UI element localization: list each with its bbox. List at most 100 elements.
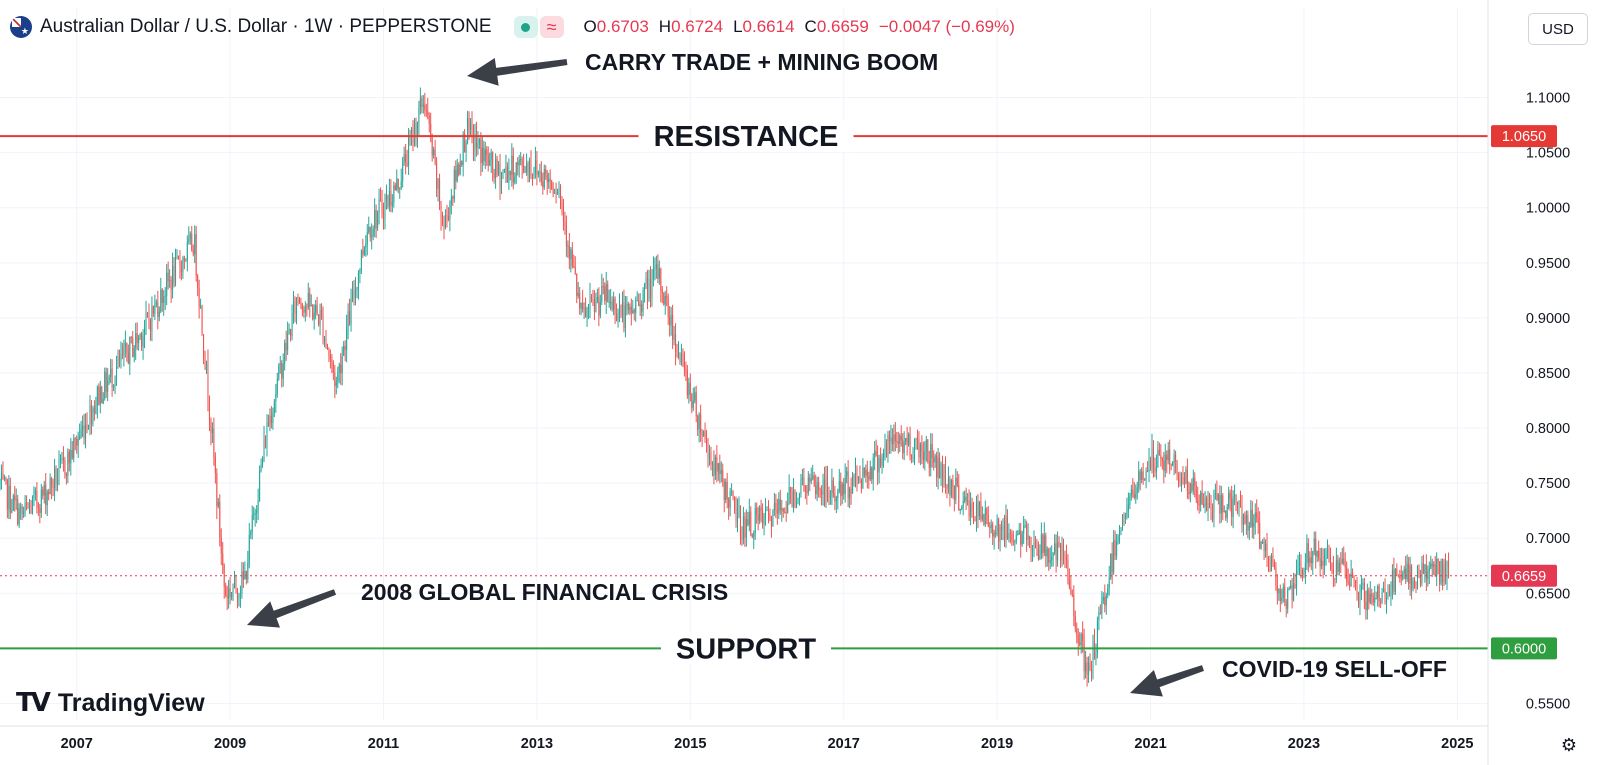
candle-body xyxy=(604,286,606,301)
candle-body xyxy=(778,499,780,514)
candle-body xyxy=(670,314,672,326)
candle-body xyxy=(564,221,566,226)
candle-body xyxy=(1318,551,1320,558)
candle-body xyxy=(298,298,300,304)
currency-button[interactable]: USD xyxy=(1528,13,1588,45)
candle-body xyxy=(462,133,464,165)
candle-body xyxy=(306,306,308,308)
candle-body xyxy=(223,565,225,587)
candle-body xyxy=(1276,585,1278,594)
candle-body xyxy=(890,437,892,442)
candle-body xyxy=(1431,563,1433,567)
candle-body xyxy=(812,475,814,480)
candle-body xyxy=(484,149,486,162)
candle-body xyxy=(1064,555,1066,557)
symbol-title[interactable]: Australian Dollar / U.S. Dollar · 1W · P… xyxy=(40,16,492,37)
candle-body xyxy=(1210,505,1212,513)
candle-body xyxy=(480,139,482,164)
candle-body xyxy=(707,443,709,459)
candle-body xyxy=(1405,568,1407,580)
candle-body xyxy=(645,279,647,284)
candle-body xyxy=(214,456,216,474)
candle-body xyxy=(1408,563,1410,584)
support-price-tag-bg xyxy=(1491,637,1557,660)
resistance-price-tag: 1.0650 xyxy=(1491,125,1557,148)
candle-body xyxy=(372,228,374,236)
candle-body xyxy=(1403,568,1405,574)
candle-body xyxy=(226,595,228,599)
candle-body xyxy=(1275,567,1277,586)
candle-body xyxy=(1207,502,1209,511)
candle-body xyxy=(769,514,771,519)
candle-body xyxy=(1344,564,1346,568)
candle-body xyxy=(164,296,166,298)
candle-body xyxy=(179,259,181,269)
candle-body xyxy=(481,147,483,164)
candle-body xyxy=(586,307,588,318)
candle-body xyxy=(1042,534,1044,553)
candle-body xyxy=(530,161,532,174)
candle-body xyxy=(120,354,122,361)
low-value: 0.6614 xyxy=(742,17,795,36)
candle-body xyxy=(325,338,327,345)
candle-body xyxy=(847,471,849,499)
candle-body xyxy=(232,588,234,592)
candle-body xyxy=(1355,580,1357,586)
y-tick-label: 0.8000 xyxy=(1526,421,1570,437)
candle-body xyxy=(20,506,22,509)
candle-body xyxy=(288,329,290,334)
candle-body xyxy=(229,588,231,598)
candle-body xyxy=(397,178,399,189)
candle-body xyxy=(857,476,859,479)
time-axis[interactable]: 2007 2009 2011 2013 2015 2017 2019 2021 2023 2025 xyxy=(0,725,1488,752)
candle-body xyxy=(344,345,346,351)
candle-body xyxy=(986,508,988,516)
candle-body xyxy=(43,484,45,496)
gear-icon[interactable]: ⚙ xyxy=(1560,734,1578,755)
candle-body xyxy=(176,255,178,258)
candle-body xyxy=(189,233,191,239)
candle-body xyxy=(865,469,867,476)
candle-body xyxy=(1341,558,1343,563)
candle-body xyxy=(583,308,585,310)
candle-body xyxy=(582,302,584,310)
candle-body xyxy=(1356,585,1358,597)
candle-body xyxy=(692,400,694,409)
candle-body xyxy=(1148,459,1150,473)
candle-body xyxy=(924,450,926,460)
candle-body xyxy=(1136,487,1138,495)
candle-body xyxy=(1061,544,1063,561)
candle-body xyxy=(1237,502,1239,505)
wave-icon[interactable]: ≈ xyxy=(539,16,564,38)
candle-body xyxy=(498,163,500,175)
candle-body xyxy=(797,498,799,500)
candle-body xyxy=(1092,640,1094,674)
y-tick-label: 1.1000 xyxy=(1526,91,1570,107)
price-axis[interactable]: 1.1000 1.0500 1.0000 0.9500 0.9000 0.8500 0.80… xyxy=(1487,0,1570,765)
candle-body xyxy=(54,468,56,489)
candle-body xyxy=(359,269,361,273)
candle-body xyxy=(698,413,700,430)
y-tick-label: 0.8500 xyxy=(1526,366,1570,382)
candle-body xyxy=(908,433,910,445)
candle-body xyxy=(888,435,890,442)
candle-body xyxy=(411,129,413,138)
candle-body xyxy=(636,300,638,302)
candle-body xyxy=(1262,541,1264,543)
tradingview-logo[interactable]: TV TradingView xyxy=(16,688,205,718)
candle-body xyxy=(590,296,592,300)
candle-body xyxy=(1204,498,1206,507)
candle-body xyxy=(825,477,827,505)
green-dot-icon[interactable] xyxy=(513,16,538,38)
candle-body xyxy=(813,475,815,486)
candle-body xyxy=(1301,569,1303,575)
candle-body xyxy=(1425,564,1427,580)
candle-body xyxy=(599,301,601,316)
candle-body xyxy=(113,385,115,387)
candle-body xyxy=(885,443,888,457)
candle-body xyxy=(14,495,16,501)
candle-body xyxy=(15,499,17,501)
candle-body xyxy=(222,553,224,566)
candle-body xyxy=(381,199,383,214)
